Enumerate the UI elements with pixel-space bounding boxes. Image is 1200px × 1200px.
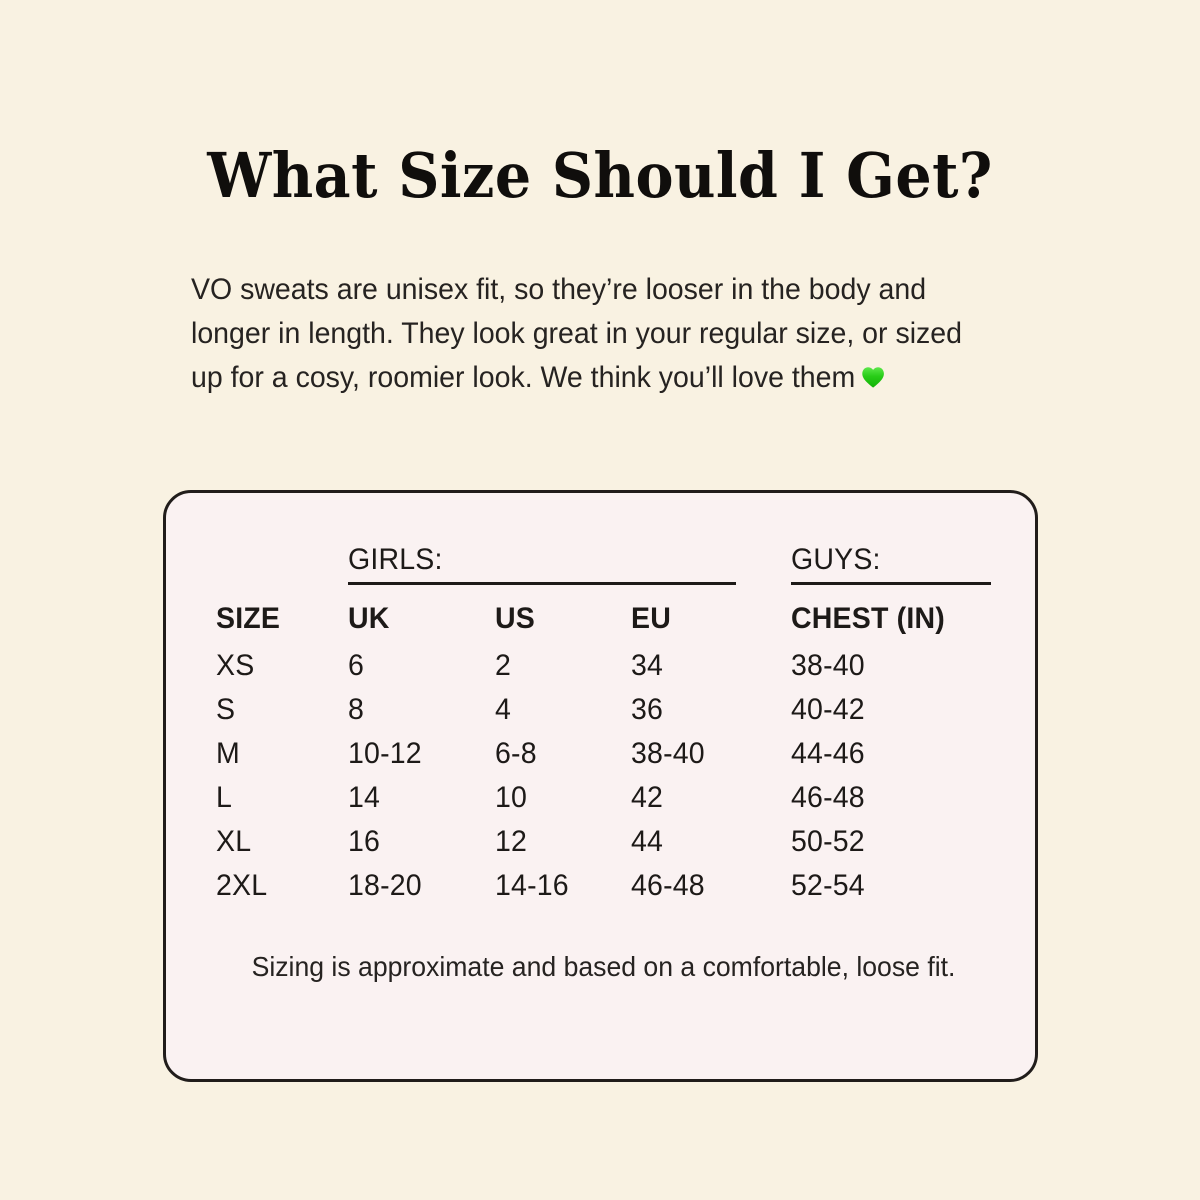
table-row: 46-48 xyxy=(631,869,705,902)
green-heart-icon xyxy=(861,364,886,390)
intro-text: VO sweats are unisex fit, so they’re loo… xyxy=(191,273,962,394)
size-chart-card: GIRLS: GUYS: SIZE UK US EU CHEST (IN) XS… xyxy=(163,490,1038,1082)
table-row: L xyxy=(216,781,233,814)
table-row: 8 xyxy=(348,693,365,726)
intro-paragraph: VO sweats are unisex fit, so they’re loo… xyxy=(191,268,989,400)
group-header-guys: GUYS: xyxy=(791,543,881,576)
size-chart-table: GIRLS: GUYS: SIZE UK US EU CHEST (IN) XS… xyxy=(166,493,1041,1085)
table-row: 38-40 xyxy=(631,737,705,770)
column-header-eu: EU xyxy=(631,602,671,635)
table-row: 50-52 xyxy=(791,825,865,858)
table-row: XS xyxy=(216,649,255,682)
table-row: 42 xyxy=(631,781,664,814)
group-underline-guys xyxy=(791,582,991,585)
sizing-note: Sizing is approximate and based on a com… xyxy=(251,951,956,982)
table-row: 18-20 xyxy=(348,869,422,902)
table-row: 2XL xyxy=(216,869,268,902)
column-header-chest: CHEST (IN) xyxy=(791,602,945,635)
table-row: 10 xyxy=(495,781,528,814)
table-row: 14 xyxy=(348,781,381,814)
table-row: 44 xyxy=(631,825,664,858)
table-row: M xyxy=(216,737,240,770)
table-row: 38-40 xyxy=(791,649,865,682)
column-header-uk: UK xyxy=(348,602,390,635)
table-row: 36 xyxy=(631,693,664,726)
table-row: S xyxy=(216,693,236,726)
group-underline-girls xyxy=(348,582,736,585)
table-row: 44-46 xyxy=(791,737,865,770)
table-row: 2 xyxy=(495,649,512,682)
table-row: 10-12 xyxy=(348,737,422,770)
column-header-size: SIZE xyxy=(216,602,281,635)
table-row: 12 xyxy=(495,825,528,858)
table-row: 52-54 xyxy=(791,869,865,902)
group-header-girls: GIRLS: xyxy=(348,543,443,576)
table-row: 4 xyxy=(495,693,512,726)
table-row: 40-42 xyxy=(791,693,865,726)
table-row: 46-48 xyxy=(791,781,865,814)
table-row: XL xyxy=(216,825,252,858)
table-row: 34 xyxy=(631,649,664,682)
table-row: 6-8 xyxy=(495,737,537,770)
column-header-us: US xyxy=(495,602,535,635)
table-row: 16 xyxy=(348,825,381,858)
table-row: 14-16 xyxy=(495,869,569,902)
table-row: 6 xyxy=(348,649,365,682)
page-title: What Size Should I Get? xyxy=(207,138,993,212)
